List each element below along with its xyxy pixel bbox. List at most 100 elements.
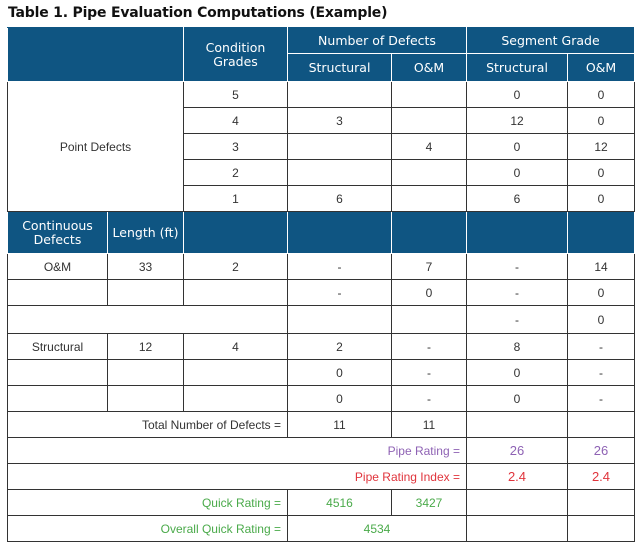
defects-om: 4 bbox=[391, 133, 467, 160]
condition-grade: 4 bbox=[183, 333, 288, 360]
grade-structural: 12 bbox=[466, 107, 568, 134]
continuous-defect-row: -0-0 bbox=[7, 279, 635, 306]
defects-om: - bbox=[391, 359, 467, 386]
condition-grade: 2 bbox=[183, 253, 288, 280]
quick-rating-row: Quick Rating = 4516 3427 bbox=[7, 489, 635, 516]
pipe-rating-row: Pipe Rating = 26 26 bbox=[7, 437, 635, 464]
header-blank bbox=[7, 27, 184, 82]
totals-label: Total Number of Defects = bbox=[7, 411, 288, 438]
pipe-rating-index-row: Pipe Rating Index = 2.4 2.4 bbox=[7, 463, 635, 490]
grade-structural: 0 bbox=[466, 133, 568, 160]
length bbox=[107, 385, 184, 412]
defect-type: Structural bbox=[7, 333, 108, 360]
header-nd-om: O&M bbox=[391, 53, 467, 82]
condition-grade: 2 bbox=[183, 159, 288, 186]
grade-om: - bbox=[567, 385, 635, 412]
point-defects-label: Point Defects bbox=[7, 81, 184, 212]
continuous-defect-row: 0-0- bbox=[7, 385, 635, 412]
header-segment-grade: Segment Grade bbox=[466, 27, 635, 54]
grade-om: 0 bbox=[567, 107, 635, 134]
grade-om: 0 bbox=[567, 279, 635, 306]
grade-om: 14 bbox=[567, 253, 635, 280]
defects-om bbox=[391, 185, 467, 212]
defects-om bbox=[391, 81, 467, 108]
grade-om: - bbox=[567, 359, 635, 386]
defects-structural bbox=[287, 159, 392, 186]
pipe-rating-index-struct: 2.4 bbox=[466, 463, 568, 490]
continuous-defect-row: Structural 12 4 2-8- bbox=[7, 333, 635, 360]
grade-structural: - bbox=[466, 279, 568, 306]
defects-structural: 0 bbox=[287, 359, 392, 386]
quick-rating-om: 3427 bbox=[391, 489, 467, 516]
defects-structural: 3 bbox=[287, 107, 392, 134]
grade-structural: 6 bbox=[466, 185, 568, 212]
grade-structural: 8 bbox=[466, 333, 568, 360]
grade-om: 12 bbox=[567, 133, 635, 160]
pipe-rating-om: 26 bbox=[567, 437, 635, 464]
defects-om: 0 bbox=[391, 279, 467, 306]
totals-om: 11 bbox=[391, 411, 467, 438]
defect-type bbox=[7, 279, 108, 306]
condition-grade bbox=[183, 279, 288, 306]
quick-rating-struct: 4516 bbox=[287, 489, 392, 516]
pipe-rating-index-om: 2.4 bbox=[567, 463, 635, 490]
grade-om: 0 bbox=[567, 305, 635, 334]
grade-om: 0 bbox=[567, 81, 635, 108]
condition-grade: 1 bbox=[183, 185, 288, 212]
length: 33 bbox=[107, 253, 184, 280]
defects-structural: 0 bbox=[287, 385, 392, 412]
grade-structural: 0 bbox=[466, 81, 568, 108]
totals-row: Total Number of Defects = 11 11 bbox=[7, 411, 635, 438]
header-sg-om: O&M bbox=[567, 53, 635, 82]
defects-structural: - bbox=[287, 253, 392, 280]
header-continuous-defects: Continuous Defects bbox=[7, 211, 108, 254]
defects-structural bbox=[287, 81, 392, 108]
pipe-rating-label: Pipe Rating = bbox=[7, 437, 467, 464]
continuous-defect-row: 0-0- bbox=[7, 359, 635, 386]
defects-om: 7 bbox=[391, 253, 467, 280]
defects-om bbox=[391, 107, 467, 134]
grade-structural: - bbox=[466, 253, 568, 280]
defect-type bbox=[7, 385, 108, 412]
grade-structural: 0 bbox=[466, 359, 568, 386]
header-sg-structural: Structural bbox=[466, 53, 568, 82]
length bbox=[107, 279, 184, 306]
continuous-defect-row: O&M 33 2-7-14 bbox=[7, 253, 635, 280]
continuous-defect-row: -0 bbox=[7, 305, 635, 334]
defect-type: O&M bbox=[7, 253, 108, 280]
defects-structural bbox=[287, 133, 392, 160]
subheader-row: Structural O&M Structural O&M bbox=[8, 53, 635, 82]
grade-om: 0 bbox=[567, 185, 635, 212]
continuous-header-row: Continuous Defects Length (ft) bbox=[7, 211, 635, 254]
grade-om: - bbox=[567, 333, 635, 360]
condition-grade bbox=[183, 385, 288, 412]
defects-om bbox=[391, 159, 467, 186]
length bbox=[107, 359, 184, 386]
defects-structural bbox=[287, 305, 392, 334]
header-number-of-defects: Number of Defects bbox=[287, 27, 467, 54]
defects-om: - bbox=[391, 385, 467, 412]
pipe-rating-index-label: Pipe Rating Index = bbox=[7, 463, 467, 490]
defect-type bbox=[7, 359, 108, 386]
header-length: Length (ft) bbox=[107, 211, 184, 254]
condition-grade: 5 bbox=[183, 81, 288, 108]
defects-om: - bbox=[391, 333, 467, 360]
quick-rating-label: Quick Rating = bbox=[7, 489, 288, 516]
overall-quick-rating-value: 4534 bbox=[287, 515, 467, 542]
defects-structural: 2 bbox=[287, 333, 392, 360]
header-nd-structural: Structural bbox=[287, 53, 392, 82]
condition-grade bbox=[183, 359, 288, 386]
grade-structural: 0 bbox=[466, 385, 568, 412]
defects-structural: - bbox=[287, 279, 392, 306]
length: 12 bbox=[107, 333, 184, 360]
grade-structural: 0 bbox=[466, 159, 568, 186]
totals-struct: 11 bbox=[287, 411, 392, 438]
merged-blank bbox=[7, 305, 288, 334]
overall-quick-rating-label: Overall Quick Rating = bbox=[7, 515, 288, 542]
pipe-rating-struct: 26 bbox=[466, 437, 568, 464]
condition-grade: 4 bbox=[183, 107, 288, 134]
pipe-evaluation-table: Condition Grades Number of Defects Segme… bbox=[7, 27, 635, 542]
grade-structural: - bbox=[466, 305, 568, 334]
